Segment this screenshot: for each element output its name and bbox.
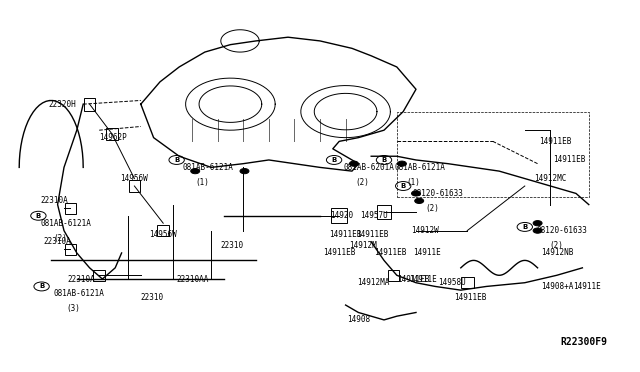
Text: 22320H: 22320H (48, 100, 76, 109)
Text: R22300F9: R22300F9 (560, 337, 607, 347)
Text: B: B (401, 183, 406, 189)
Text: 14911EB: 14911EB (323, 248, 356, 257)
Text: 081AB-6121A: 081AB-6121A (53, 289, 104, 298)
Text: B: B (174, 157, 179, 163)
Text: 22310AA: 22310AA (176, 275, 209, 283)
Text: 22310A: 22310A (44, 237, 71, 246)
Text: (2): (2) (355, 178, 369, 187)
Text: 14911EB: 14911EB (540, 137, 572, 146)
Text: 081AB-6201A: 081AB-6201A (344, 163, 394, 172)
Text: 14957U: 14957U (360, 211, 388, 220)
Circle shape (533, 228, 542, 233)
Text: 22310: 22310 (141, 293, 164, 302)
Text: 08120-61633: 08120-61633 (413, 189, 463, 198)
Text: 08120-61633: 08120-61633 (536, 226, 587, 235)
Text: 22310: 22310 (221, 241, 244, 250)
Text: 14911EB: 14911EB (330, 230, 362, 239)
Text: 14911EB: 14911EB (356, 230, 388, 239)
Bar (377, 205, 391, 219)
Circle shape (397, 161, 406, 166)
Text: B: B (522, 224, 527, 230)
Text: 22310A: 22310A (67, 275, 95, 283)
Bar (65, 244, 76, 255)
Text: 14911EB: 14911EB (397, 275, 429, 283)
Text: 14911E: 14911E (413, 248, 440, 257)
Bar (106, 128, 118, 140)
Bar (157, 225, 169, 236)
Circle shape (349, 161, 358, 166)
Circle shape (240, 169, 249, 174)
Text: 14908: 14908 (348, 315, 371, 324)
Text: 14911E: 14911E (573, 282, 600, 291)
Text: 14912MA: 14912MA (357, 278, 390, 287)
Circle shape (533, 221, 542, 226)
Text: 14956W: 14956W (120, 174, 148, 183)
Text: B: B (381, 157, 387, 163)
Text: 14911EB: 14911EB (554, 155, 586, 164)
Text: 14920: 14920 (330, 211, 353, 220)
Text: 14911EB: 14911EB (454, 293, 487, 302)
Text: (2): (2) (549, 241, 563, 250)
Bar (84, 97, 95, 111)
Text: 14908+A: 14908+A (541, 282, 573, 291)
Bar (93, 270, 105, 281)
Text: 14911EB: 14911EB (374, 248, 406, 257)
Text: 14958U: 14958U (438, 278, 466, 287)
Text: (1): (1) (406, 178, 420, 187)
Text: 22310A: 22310A (40, 196, 68, 205)
Text: (2): (2) (426, 204, 440, 213)
Text: 081AB-6121A: 081AB-6121A (40, 219, 91, 228)
Text: 081AB-6121A: 081AB-6121A (394, 163, 445, 172)
Circle shape (412, 191, 420, 196)
Text: 14912M: 14912M (349, 241, 376, 250)
Text: B: B (36, 213, 41, 219)
Text: (2): (2) (53, 234, 67, 243)
Bar (332, 208, 348, 223)
Circle shape (191, 169, 200, 174)
Bar (65, 203, 76, 214)
Text: 14912W: 14912W (412, 226, 439, 235)
Text: 14912NB: 14912NB (541, 248, 573, 257)
Bar (461, 277, 474, 288)
Bar (129, 180, 140, 192)
Text: 14911E: 14911E (410, 275, 437, 283)
Text: B: B (332, 157, 337, 163)
Text: (1): (1) (195, 178, 209, 187)
Text: 14956W: 14956W (149, 230, 177, 239)
Text: 081AB-6121A: 081AB-6121A (182, 163, 233, 172)
Circle shape (415, 198, 424, 203)
Text: B: B (39, 283, 44, 289)
Text: 14912MC: 14912MC (534, 174, 567, 183)
Text: 14962P: 14962P (99, 133, 127, 142)
Bar (388, 270, 399, 281)
Text: (3): (3) (66, 304, 80, 313)
